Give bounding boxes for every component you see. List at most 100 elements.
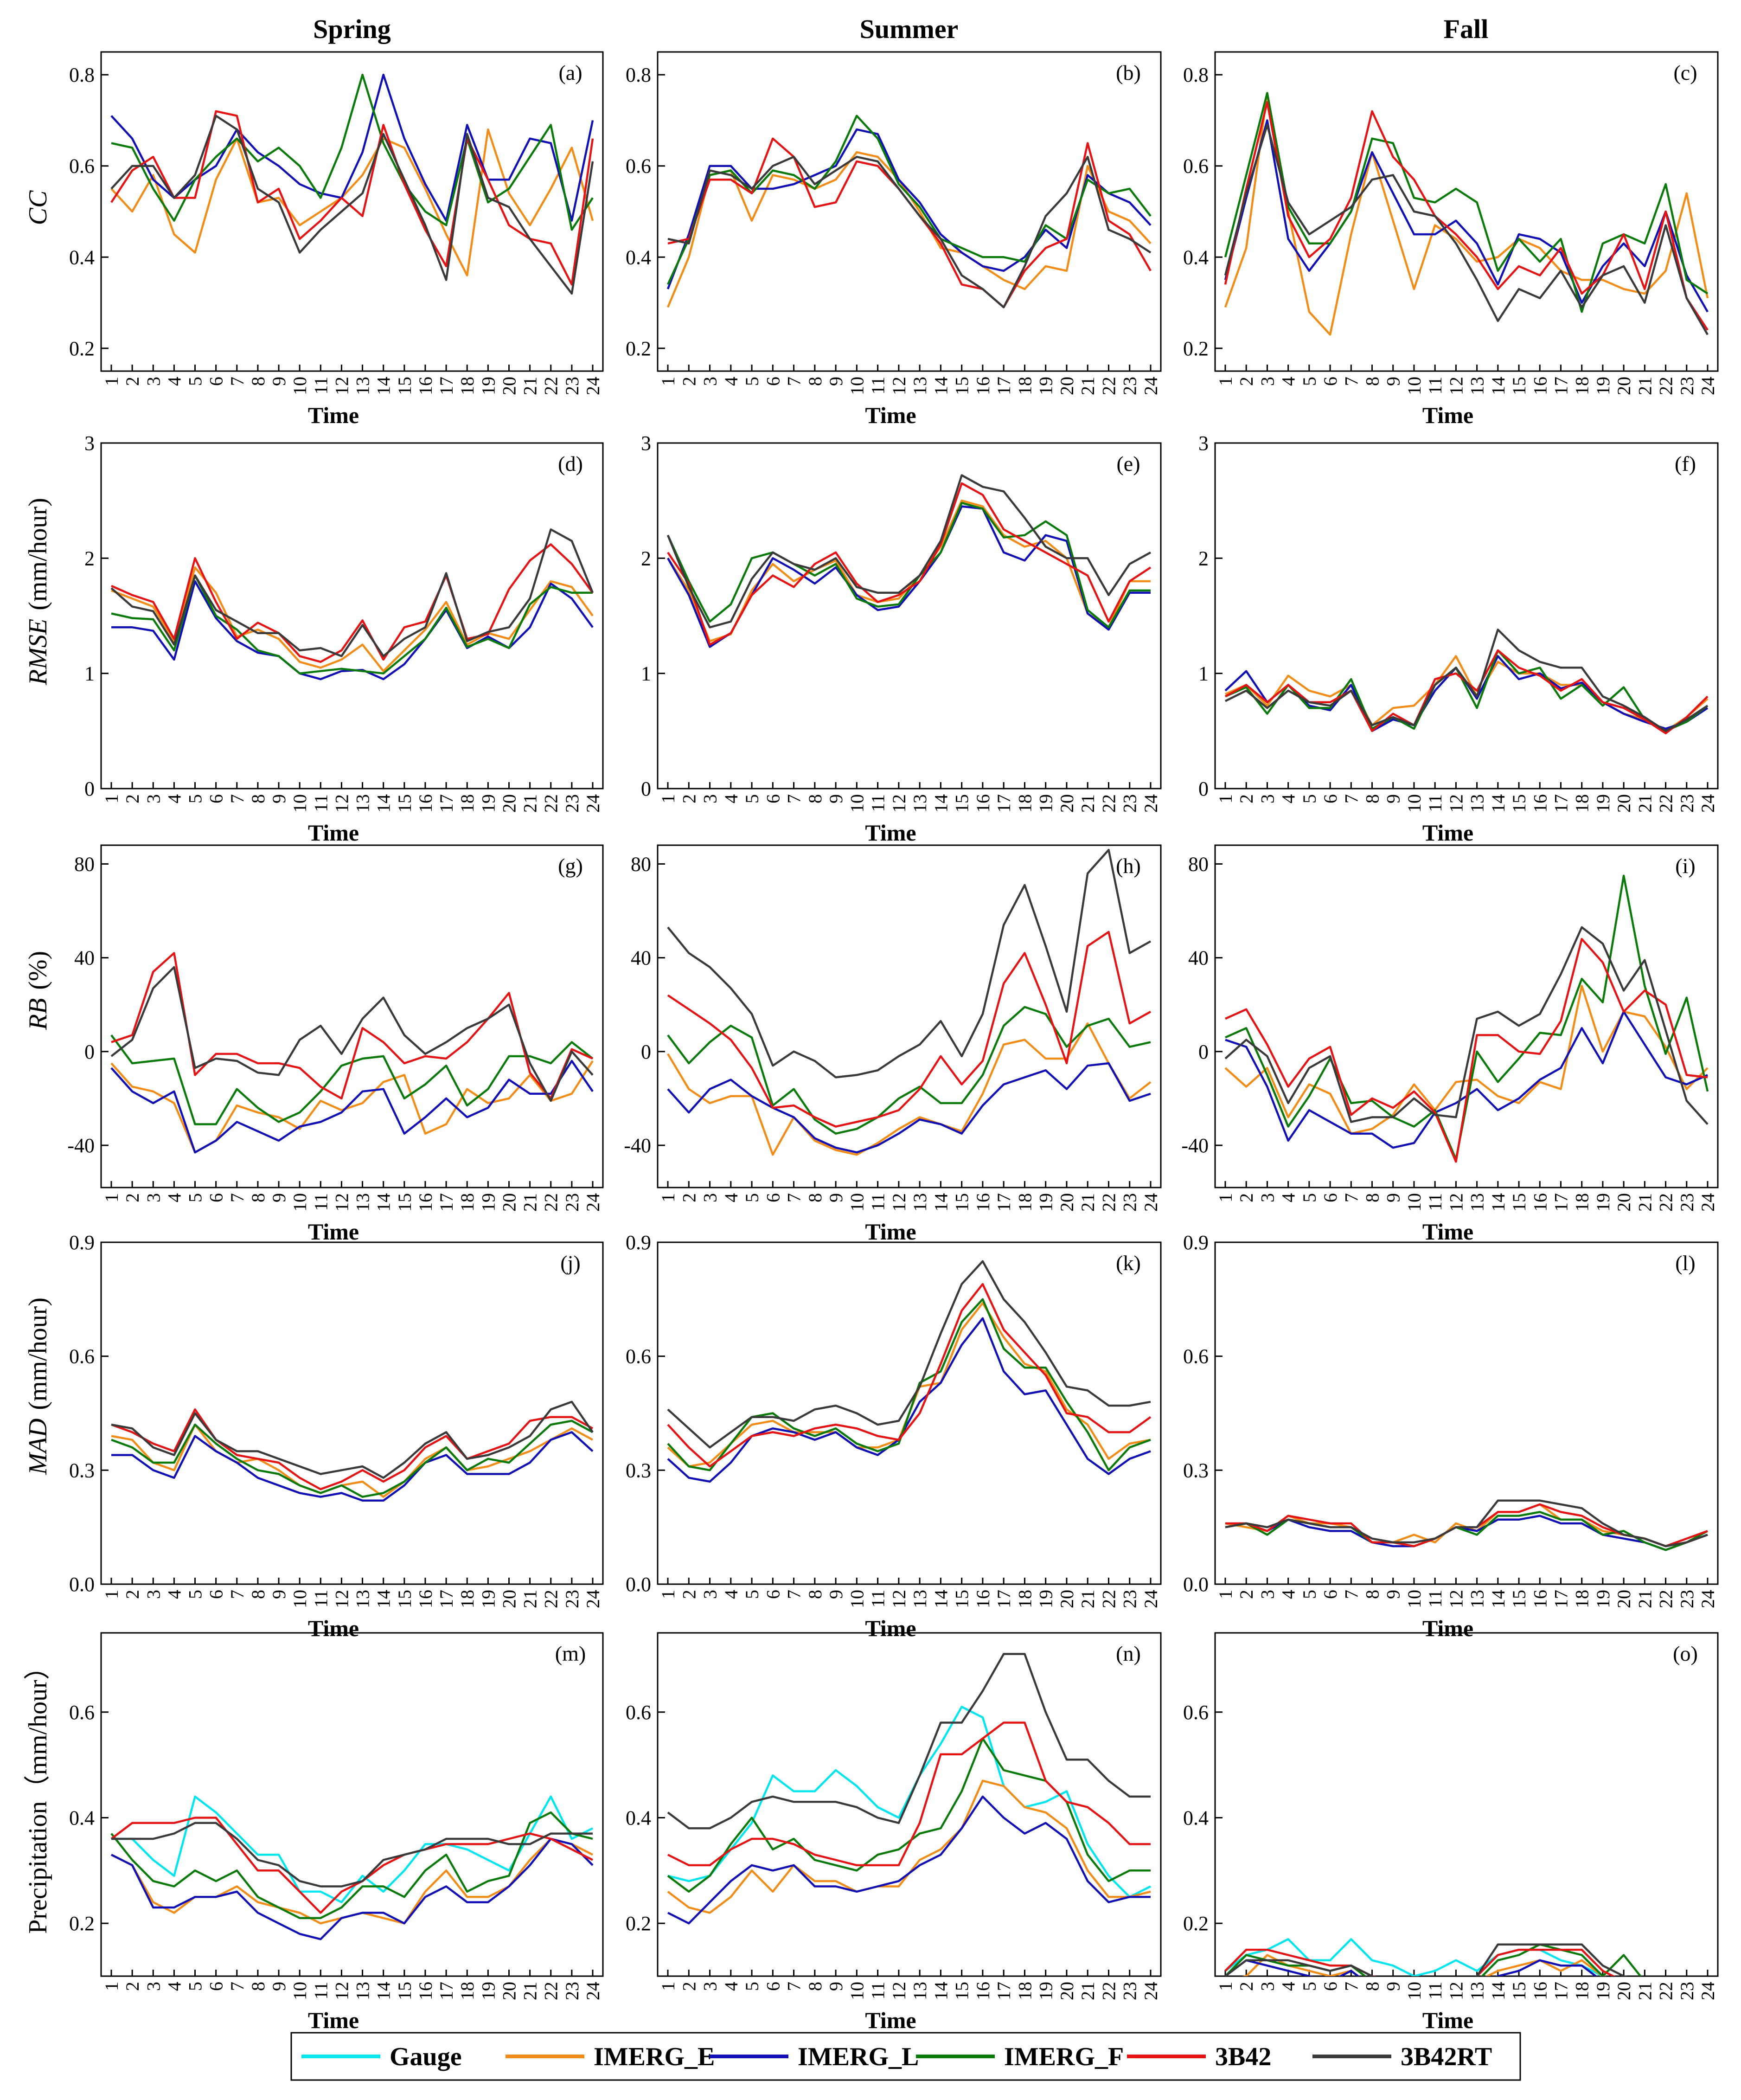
x-tick-label: 8 xyxy=(248,377,269,386)
x-tick-label: 15 xyxy=(1509,1193,1530,1212)
x-tick-label: 23 xyxy=(1120,377,1140,395)
x-tick-label: 11 xyxy=(310,1590,331,1608)
x-tick-label: 19 xyxy=(1593,1193,1613,1212)
x-tick-label: 14 xyxy=(930,377,951,395)
row-label-rmse-metric: RMSE xyxy=(24,619,52,686)
plot-frame xyxy=(657,51,1162,372)
chart-panel-n: 0.20.40.61 2 3 4 5 6 7 8 9 10 11 12 13 14 15 16 17 18 19 20… xyxy=(626,1632,1162,2033)
x-tick-label: 9 xyxy=(1383,1193,1404,1202)
x-tick-label: 19 xyxy=(478,794,499,813)
x-tick-label: 20 xyxy=(499,377,519,395)
series-line-imerg_l xyxy=(667,1062,1151,1154)
series-group xyxy=(111,1400,594,1502)
y-tick-label: 0.0 xyxy=(69,1573,95,1596)
y-tick-label: 2 xyxy=(641,547,651,570)
x-axis-label: Time xyxy=(1422,1219,1473,1245)
x-tick-label: 7 xyxy=(1341,1590,1362,1599)
plot-frame xyxy=(1214,1241,1719,1585)
legend-item-3b42rt: 3B42RT xyxy=(1312,2042,1492,2071)
x-tick-label: 24 xyxy=(1140,377,1161,395)
legend-item-gauge: Gauge xyxy=(301,2042,462,2071)
x-tick-label: 10 xyxy=(1404,1982,1425,2000)
x-tick-label: 5 xyxy=(742,794,762,803)
panel-label: (m) xyxy=(555,1642,586,1665)
x-tick-label: 21 xyxy=(520,1590,541,1608)
y-tick-label: 0.6 xyxy=(626,1701,651,1724)
y-tick-label: 0.2 xyxy=(69,337,95,360)
x-tick-label: 3 xyxy=(143,1193,164,1202)
x-tick-label: 21 xyxy=(1634,377,1655,395)
x-tick-label: 19 xyxy=(1036,1590,1056,1608)
x-tick-label: 12 xyxy=(889,1193,909,1212)
x-tick-label: 23 xyxy=(562,377,582,395)
x-tick-label: 23 xyxy=(1677,1982,1697,2000)
row-label-rmse: RMSE (mm/hour) xyxy=(24,498,52,686)
plot-frame xyxy=(657,844,1162,1188)
series-line-imerg_l xyxy=(666,128,1152,289)
x-tick-label: 1 xyxy=(101,794,122,803)
x-tick-label: 14 xyxy=(930,1982,951,2000)
legend: Gauge IMERG_E IMERG_L IMERG_F 3B42 3B42RT xyxy=(290,2032,1521,2081)
x-tick-label: 8 xyxy=(248,794,269,803)
series-line-3b42 xyxy=(667,1283,1152,1468)
x-tick-label: 2 xyxy=(678,1982,699,1991)
x-tick-label: 12 xyxy=(889,377,909,395)
x-tick-label: 8 xyxy=(248,1590,269,1599)
x-tick-label: 10 xyxy=(846,1590,867,1608)
x-tick-label: 4 xyxy=(164,1193,185,1202)
x-tick-label: 18 xyxy=(1572,377,1593,395)
y-tick-label: 0.3 xyxy=(626,1459,651,1482)
x-tick-label: 20 xyxy=(1613,794,1634,813)
x-tick-label: 22 xyxy=(541,1982,562,2000)
series-line-imerg_f xyxy=(1225,874,1709,1161)
plot-frame xyxy=(1214,844,1719,1188)
x-tick-label: 2 xyxy=(122,794,143,803)
x-tick-label: 15 xyxy=(1509,1982,1530,2000)
series-line-3b42 xyxy=(111,543,594,663)
plot-frame xyxy=(100,1241,604,1585)
x-tick-label: 17 xyxy=(1550,794,1571,813)
x-tick-label: 24 xyxy=(582,377,603,395)
plot-frame xyxy=(657,1241,1162,1585)
x-tick-label: 17 xyxy=(993,794,1014,813)
y-tick-label: 0.3 xyxy=(69,1459,95,1482)
series-line-imerg_f xyxy=(111,1419,594,1498)
x-tick-label: 12 xyxy=(889,1590,909,1608)
x-tick-label: 21 xyxy=(1634,1982,1655,2000)
column-title-summer: Summer xyxy=(860,14,959,44)
x-tick-label: 21 xyxy=(520,794,541,813)
x-tick-label: 16 xyxy=(1530,1982,1550,2000)
x-tick-label: 8 xyxy=(248,1982,269,1991)
x-tick-label: 8 xyxy=(1362,1590,1383,1599)
series-line-3b42 xyxy=(1224,101,1709,331)
series-group xyxy=(667,848,1152,1156)
x-tick-label: 6 xyxy=(206,794,227,803)
x-tick-label: 21 xyxy=(1077,377,1098,395)
x-tick-label: 24 xyxy=(1140,794,1161,813)
x-tick-label: 6 xyxy=(206,1590,227,1599)
plot-frame xyxy=(657,1632,1162,1977)
series-line-3b42 xyxy=(667,1721,1151,1867)
row-label-rb: RB (%) xyxy=(24,951,52,1030)
panel-label: (b) xyxy=(1116,61,1141,84)
panel-label: (o) xyxy=(1673,1642,1698,1665)
y-tick-label: 0.9 xyxy=(69,1231,95,1254)
row-label-mad: MAD (mm/hour) xyxy=(24,1297,52,1475)
series-group xyxy=(1224,874,1709,1163)
x-tick-label: 10 xyxy=(1404,1590,1425,1608)
x-tick-label: 13 xyxy=(1467,1590,1488,1608)
x-tick-label: 14 xyxy=(1488,794,1509,813)
chart-panel-m: 0.20.40.61 2 3 4 5 6 7 8 9 10 11 12 13 14 15 16 17 18 19 20… xyxy=(69,1632,604,2033)
y-tick-label: 0 xyxy=(641,1040,651,1063)
legend-label: 3B42RT xyxy=(1401,2042,1492,2071)
x-tick-label: 13 xyxy=(909,1590,930,1608)
x-tick-label: 18 xyxy=(1014,1590,1035,1608)
x-tick-label: 8 xyxy=(805,1590,826,1599)
y-tick-label: 0.6 xyxy=(1183,1701,1209,1724)
row-label-rb-metric: RB xyxy=(24,998,52,1030)
series-line-imerg_f xyxy=(666,115,1152,285)
x-tick-label: 17 xyxy=(1550,1982,1571,2000)
x-axis-label: Time xyxy=(1422,1615,1473,1641)
x-tick-label: 4 xyxy=(1278,377,1299,386)
x-tick-label: 4 xyxy=(164,1982,185,1991)
